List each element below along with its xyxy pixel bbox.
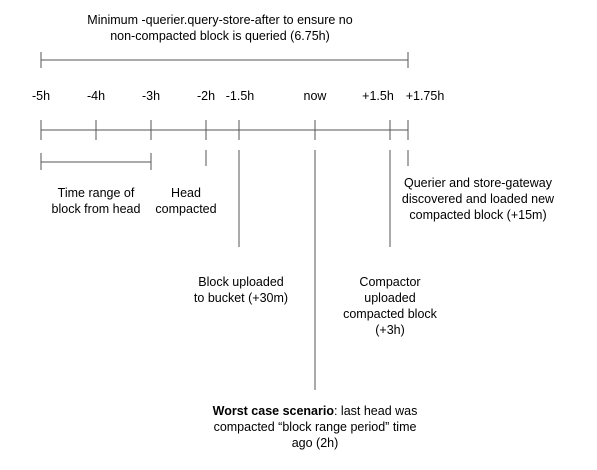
compactor-line-4: (+3h) xyxy=(375,323,405,337)
time-range-annotation: Time range of block from head xyxy=(34,185,158,217)
compactor-annotation: Compactor uploaded compacted block (+3h) xyxy=(334,274,446,338)
title-line-2: non-compacted block is queried (6.75h) xyxy=(110,29,330,43)
querier-line-3: compacted block (+15m) xyxy=(409,208,547,222)
block-uploaded-line-1: Block uploaded xyxy=(198,275,284,289)
title-line-1: Minimum -querier.query-store-after to en… xyxy=(87,13,353,27)
head-compacted-line-2: compacted xyxy=(155,202,217,216)
tick-label-m4h: -4h xyxy=(86,89,106,103)
head-compacted-annotation: Head compacted xyxy=(146,185,226,217)
querier-annotation: Querier and store-gateway discovered and… xyxy=(398,175,558,223)
block-uploaded-line-2: to bucket (+30m) xyxy=(193,291,289,305)
time-range-line-2: block from head xyxy=(51,202,141,216)
time-range-line-1: Time range of xyxy=(57,186,135,200)
worst-case-line-1: Worst case scenario: last head was xyxy=(195,403,435,419)
querier-line-1: Querier and store-gateway xyxy=(404,176,552,190)
worst-case-line-1-rest: : last head was xyxy=(333,404,418,418)
worst-case-annotation: Worst case scenario: last head was compa… xyxy=(195,403,435,451)
worst-case-line-2: compacted “block range period” time xyxy=(213,420,417,434)
tick-label-now: now xyxy=(303,89,327,103)
querier-line-2: discovered and loaded new xyxy=(401,192,555,206)
compactor-line-1: Compactor xyxy=(359,275,421,289)
compactor-line-2: uploaded xyxy=(364,291,416,305)
compactor-line-3: compacted block xyxy=(343,307,437,321)
block-uploaded-annotation: Block uploaded to bucket (+30m) xyxy=(186,274,296,306)
worst-case-heading: Worst case scenario xyxy=(212,404,334,418)
tick-label-m2h: -2h xyxy=(196,89,216,103)
tick-label-m3h: -3h xyxy=(141,89,161,103)
head-compacted-line-1: Head xyxy=(171,186,201,200)
tick-label-m1_5h: -1.5h xyxy=(225,89,255,103)
worst-case-line-3: ago (2h) xyxy=(291,436,339,450)
tick-label-m5h: -5h xyxy=(31,89,51,103)
query-store-after-title: Minimum -querier.query-store-after to en… xyxy=(0,12,440,44)
tick-label-p1_75h: +1.75h xyxy=(405,89,445,103)
tick-label-p1_5h: +1.5h xyxy=(362,89,394,103)
